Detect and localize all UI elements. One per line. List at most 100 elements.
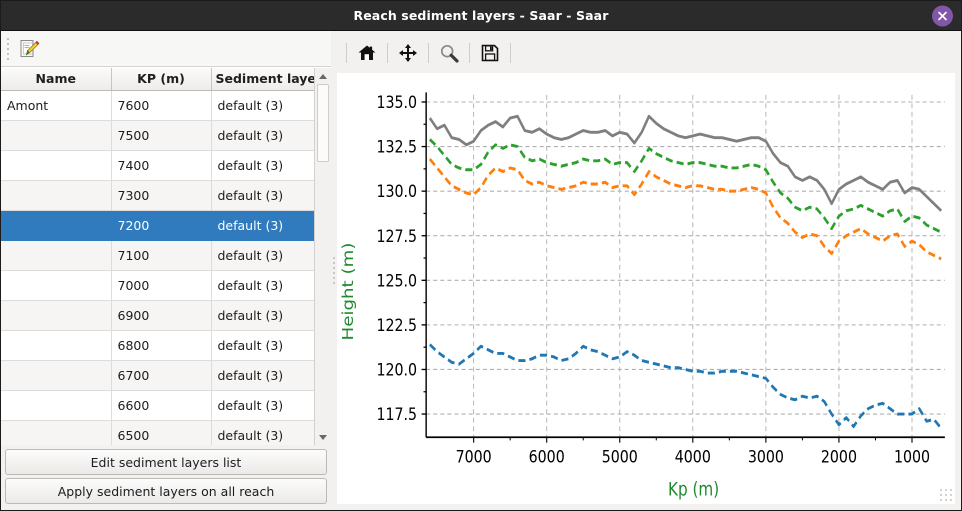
cell-kp[interactable]: 7200 — [111, 210, 212, 241]
cell-kp[interactable]: 7100 — [111, 240, 212, 271]
cell-kp[interactable]: 7600 — [111, 90, 212, 121]
table-row[interactable]: 6800 default (3) — [1, 330, 314, 361]
cell-sediment-layers[interactable]: default (3) — [211, 360, 314, 391]
y-tick-label: 120.0 — [376, 359, 417, 380]
scrollbar-down-button[interactable] — [315, 429, 331, 445]
plot-panel: 7000 6000 5000 4000 3000 2000 1000 117.5 120.0 12… — [337, 31, 961, 510]
column-header-name[interactable]: Name — [1, 68, 112, 91]
table-row[interactable]: 7000 default (3) — [1, 270, 314, 301]
cell-kp[interactable]: 6500 — [111, 420, 212, 445]
dialog-body: Name KP (m) Sediment layers Amont7600def… — [1, 31, 961, 510]
cell-name[interactable] — [1, 210, 112, 241]
table-scroll-area[interactable]: Name KP (m) Sediment layers Amont7600def… — [1, 68, 314, 445]
table-row[interactable]: 7400 default (3) — [1, 150, 314, 181]
cell-name[interactable] — [1, 360, 112, 391]
scrollbar-track[interactable] — [315, 84, 331, 429]
save-icon — [481, 44, 499, 62]
toolbar-drag-handle[interactable] — [4, 36, 12, 62]
cell-name[interactable] — [1, 390, 112, 421]
y-tick-label: 130.0 — [376, 181, 417, 202]
plot-zoom-button[interactable] — [430, 36, 468, 70]
close-button[interactable] — [932, 5, 953, 26]
table-row[interactable]: 6500 default (3) — [1, 420, 314, 445]
toolbar-separator — [428, 43, 429, 63]
chart-tick-marks — [421, 101, 913, 443]
title-bar[interactable]: Reach sediment layers - Saar - Saar — [1, 1, 961, 31]
x-tick-label: 2000 — [821, 446, 857, 467]
cell-name[interactable] — [1, 420, 112, 445]
sediment-layers-table-container: Name KP (m) Sediment layers Amont7600def… — [1, 67, 331, 445]
cell-sediment-layers[interactable]: default (3) — [211, 390, 314, 421]
cell-sediment-layers[interactable]: default (3) — [211, 240, 314, 271]
y-tick-label: 135.0 — [376, 92, 417, 113]
table-vertical-scrollbar[interactable] — [314, 68, 331, 445]
y-tick-label: 125.0 — [376, 270, 417, 291]
column-header-sediment-layers[interactable]: Sediment layers — [211, 68, 314, 91]
cell-name[interactable]: Amont — [1, 90, 112, 121]
plot-save-button[interactable] — [471, 36, 509, 70]
scrollbar-thumb[interactable] — [317, 84, 329, 162]
series-line-bank-top — [428, 114, 942, 212]
cell-kp[interactable]: 7000 — [111, 270, 212, 301]
toolbar-separator — [469, 43, 470, 63]
cell-name[interactable] — [1, 330, 112, 361]
series-line-bed-upper — [429, 138, 942, 234]
cell-sediment-layers[interactable]: default (3) — [211, 420, 314, 445]
cell-name[interactable] — [1, 180, 112, 211]
cell-kp[interactable]: 6800 — [111, 330, 212, 361]
cell-sediment-layers[interactable]: default (3) — [211, 180, 314, 211]
cell-name[interactable] — [1, 120, 112, 151]
cell-kp[interactable]: 6900 — [111, 300, 212, 331]
cell-sediment-layers[interactable]: default (3) — [211, 210, 314, 241]
column-header-kp[interactable]: KP (m) — [111, 68, 212, 91]
cell-sediment-layers[interactable]: default (3) — [211, 300, 314, 331]
cell-kp[interactable]: 7400 — [111, 150, 212, 181]
window-title: Reach sediment layers - Saar - Saar — [353, 8, 609, 23]
table-row[interactable]: 7100 default (3) — [1, 240, 314, 271]
cell-kp[interactable]: 6700 — [111, 360, 212, 391]
cell-kp[interactable]: 6600 — [111, 390, 212, 421]
table-header: Name KP (m) Sediment layers — [1, 68, 314, 91]
cell-sediment-layers[interactable]: default (3) — [211, 90, 314, 121]
splitter-grip — [333, 257, 335, 284]
cell-kp[interactable]: 7300 — [111, 180, 212, 211]
cell-kp[interactable]: 7500 — [111, 120, 212, 151]
cell-sediment-layers[interactable]: default (3) — [211, 120, 314, 151]
edit-document-icon — [20, 39, 40, 57]
cell-name[interactable] — [1, 270, 112, 301]
x-axis-label: Kp (m) — [668, 478, 719, 500]
table-row[interactable]: 7500 default (3) — [1, 120, 314, 151]
table-row[interactable]: 6700 default (3) — [1, 360, 314, 391]
sediment-layers-table: Name KP (m) Sediment layers Amont7600def… — [1, 68, 314, 445]
apply-sediment-layers-all-reach-button[interactable]: Apply sediment layers on all reach — [5, 478, 327, 504]
y-tick-label: 132.5 — [376, 136, 417, 157]
edit-sediment-layers-tool-button[interactable] — [15, 35, 43, 63]
chart-tick-labels: 7000 6000 5000 4000 3000 2000 1000 117.5 120.0 12… — [376, 92, 930, 467]
plot-canvas[interactable]: 7000 6000 5000 4000 3000 2000 1000 117.5 120.0 12… — [337, 73, 955, 504]
plot-pan-button[interactable] — [389, 36, 427, 70]
cell-name[interactable] — [1, 150, 112, 181]
table-row[interactable]: Amont 7600 default (3) — [1, 90, 314, 121]
cell-name[interactable] — [1, 240, 112, 271]
table-row[interactable]: 7200 default (3) — [1, 210, 314, 241]
table-row[interactable]: 7300 default (3) — [1, 180, 314, 211]
close-icon — [938, 11, 947, 20]
left-panel-buttons: Edit sediment layers list Apply sediment… — [1, 445, 331, 510]
table-row[interactable]: 6600 default (3) — [1, 390, 314, 421]
x-tick-label: 7000 — [456, 446, 492, 467]
table-row[interactable]: 6900 default (3) — [1, 300, 314, 331]
cell-sediment-layers[interactable]: default (3) — [211, 330, 314, 361]
scrollbar-up-button[interactable] — [315, 68, 331, 84]
window-resize-grip[interactable] — [939, 488, 953, 502]
cell-name[interactable] — [1, 300, 112, 331]
plot-home-button[interactable] — [348, 36, 386, 70]
panel-splitter[interactable] — [331, 31, 337, 510]
cell-sediment-layers[interactable]: default (3) — [211, 270, 314, 301]
chart-series-group — [428, 114, 943, 430]
x-tick-label: 3000 — [748, 446, 784, 467]
series-line-water-level — [429, 343, 943, 430]
plot-navigation-toolbar — [337, 33, 955, 73]
cell-sediment-layers[interactable]: default (3) — [211, 150, 314, 181]
edit-sediment-layers-list-button[interactable]: Edit sediment layers list — [5, 449, 327, 475]
caret-up-icon — [319, 73, 327, 79]
